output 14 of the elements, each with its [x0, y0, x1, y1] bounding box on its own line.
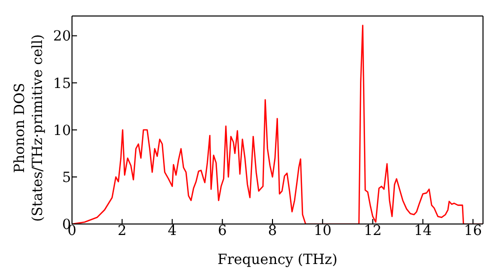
y-tick-label: 15	[53, 76, 71, 92]
x-tick-label: 12	[364, 222, 382, 239]
x-axis-title: Frequency (THz)	[217, 252, 338, 268]
x-tick-label: 6	[218, 222, 227, 239]
x-tick-label: 16	[464, 222, 482, 239]
x-tick-label: 8	[268, 222, 277, 239]
x-tick-label: 10	[314, 222, 332, 239]
x-tick-label: 4	[168, 222, 177, 239]
y-tick-label: 20	[53, 28, 71, 45]
x-tick-label: 14	[414, 222, 432, 239]
y-tick-label: 5	[62, 170, 71, 186]
y-axis-title: Phonon DOS (States/THz·primitive cell)	[12, 34, 46, 222]
y-tick-label: 10	[53, 122, 71, 139]
x-tick-label: 2	[118, 222, 127, 239]
